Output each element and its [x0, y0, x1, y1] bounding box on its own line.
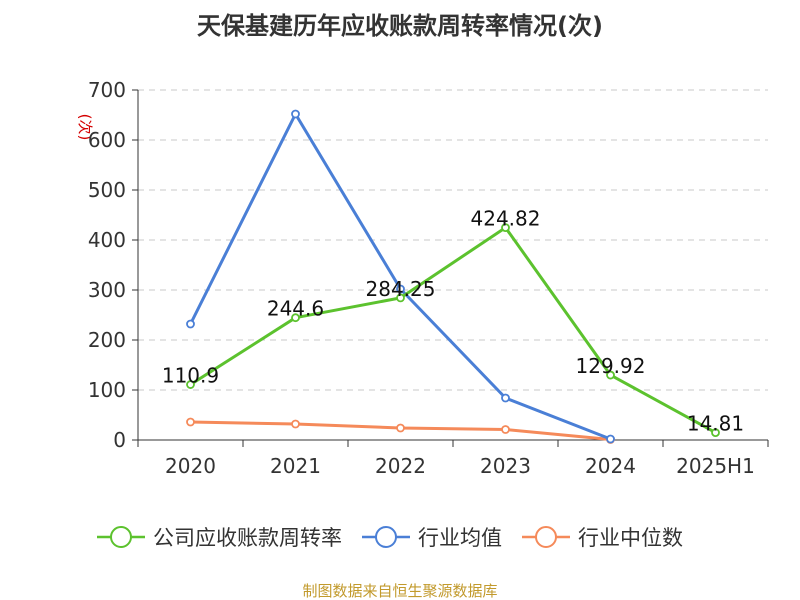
x-tick-label: 2022 [375, 454, 426, 478]
chart-title: 天保基建历年应收账款周转率情况(次) [197, 12, 603, 40]
x-tick-label: 2023 [480, 454, 531, 478]
data-point [186, 319, 195, 329]
data-point [396, 293, 405, 303]
legend-label: 行业中位数 [578, 526, 683, 550]
data-label: 244.6 [267, 297, 324, 321]
data-point [501, 393, 510, 403]
data-point [711, 428, 720, 437]
legend-item: 行业均值 [362, 526, 502, 550]
source-note: 制图数据来自恒生聚源数据库 [302, 582, 497, 600]
axes [132, 89, 769, 447]
data-point [606, 370, 615, 380]
data-label: 14.81 [687, 412, 744, 436]
data-point [186, 417, 195, 427]
y-axis-label: (次) [76, 114, 94, 141]
data-point [501, 425, 510, 434]
data-point [606, 434, 615, 444]
data-point [396, 284, 405, 294]
x-tick-label: 2021 [270, 454, 321, 478]
gridlines [138, 89, 768, 391]
data-labels: 110.9 244.6 284.25 424.82 129.92 14.81 [162, 207, 744, 436]
data-point [186, 380, 195, 389]
legend-label: 公司应收账款周转率 [153, 526, 342, 550]
x-tick-labels: 2020 2021 2022 2023 2024 2025H1 [165, 454, 755, 478]
legend: 公司应收账款周转率 行业均值 行业中位数 [97, 526, 683, 550]
series-line [189, 226, 717, 434]
x-tick-label: 2025H1 [676, 454, 755, 478]
data-point [291, 109, 300, 119]
y-tick-label: 0 [113, 428, 126, 452]
data-label: 424.82 [471, 207, 541, 231]
legend-label: 行业均值 [418, 526, 502, 550]
y-tick-label: 600 [88, 128, 126, 152]
data-point [396, 423, 405, 433]
series-group [186, 109, 720, 444]
y-tick-label: 200 [88, 328, 126, 352]
data-point [501, 223, 510, 232]
data-point [291, 313, 300, 323]
data-point [291, 419, 300, 429]
legend-swatch-marker [110, 526, 132, 548]
y-tick-label: 500 [88, 178, 126, 202]
y-tick-label: 400 [88, 228, 126, 252]
data-label: 129.92 [576, 354, 646, 378]
data-label: 284.25 [366, 277, 436, 301]
legend-swatch-marker [375, 526, 397, 548]
y-tick-labels: 0 100 200 300 400 500 600 700 [88, 78, 126, 452]
x-tick-label: 2024 [585, 454, 636, 478]
y-tick-label: 100 [88, 378, 126, 402]
legend-item: 行业中位数 [522, 526, 683, 550]
legend-item: 公司应收账款周转率 [97, 526, 342, 550]
y-tick-label: 300 [88, 278, 126, 302]
legend-swatch-marker [535, 526, 557, 548]
y-tick-label: 700 [88, 78, 126, 102]
x-tick-label: 2020 [165, 454, 216, 478]
data-label: 110.9 [162, 364, 219, 388]
